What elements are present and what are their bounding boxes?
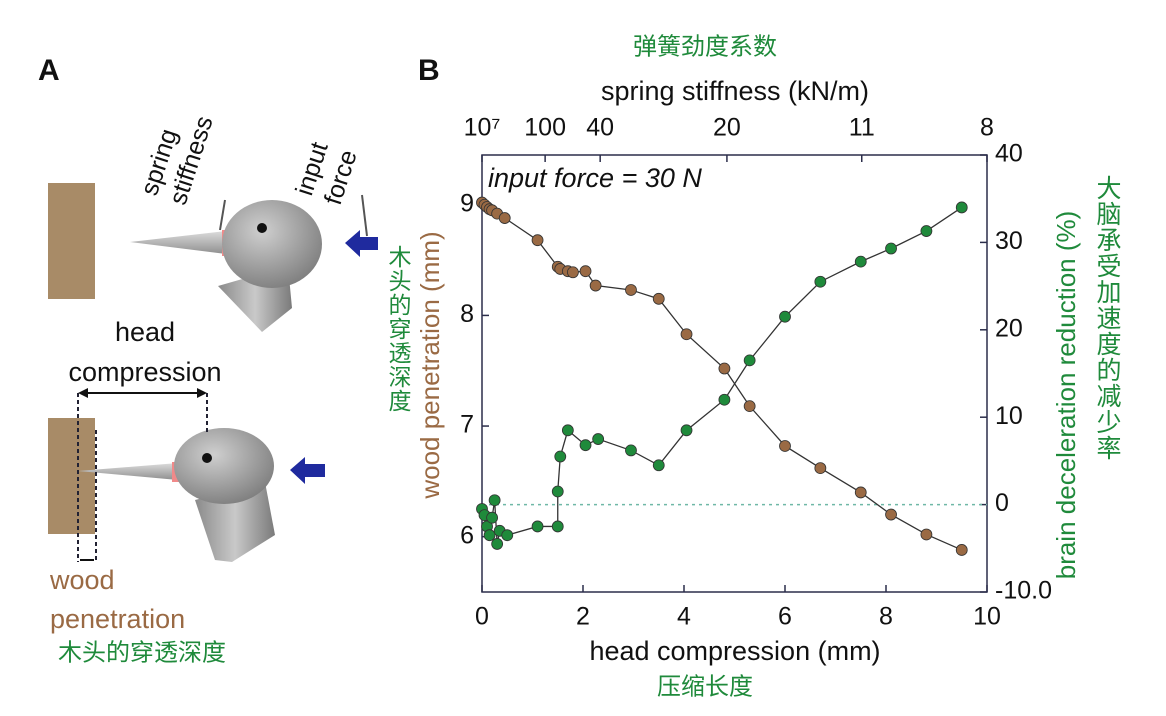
x-tick-label: 0 — [475, 603, 489, 631]
data-point — [531, 234, 544, 247]
x2-label-cn: 弹簧劲度系数 — [633, 33, 777, 60]
penetration-label: penetration — [50, 604, 185, 634]
y2-label-cn: 大脑承受加速度的减少率 — [1093, 175, 1122, 461]
y-tick-label: 6 — [460, 521, 474, 549]
data-point — [885, 508, 897, 521]
penetration-cn: 木头的穿透深度 — [58, 639, 226, 666]
y2-tick-label: 40 — [995, 140, 1023, 168]
y2-tick-label: -10.0 — [995, 577, 1052, 605]
data-point — [488, 494, 501, 507]
data-point — [501, 529, 514, 542]
data-point — [567, 266, 579, 279]
x2-tick-label: 40 — [586, 114, 614, 142]
y2-tick-label: 0 — [995, 489, 1009, 517]
series-line — [481, 202, 963, 551]
x-tick-label: 10 — [973, 603, 1001, 631]
data-point — [592, 433, 605, 445]
y2-tick-label: 30 — [995, 227, 1023, 255]
data-point — [551, 520, 564, 533]
x2-tick-label: 20 — [713, 114, 741, 142]
data-point — [554, 450, 567, 463]
data-point — [486, 511, 499, 524]
data-point — [885, 242, 897, 255]
data-point — [589, 279, 602, 292]
data-point — [680, 328, 693, 341]
data-point — [718, 393, 731, 406]
data-point — [955, 544, 968, 556]
data-point — [531, 520, 544, 533]
data-point — [955, 201, 968, 214]
panel-a-diagram — [48, 183, 378, 562]
data-point — [491, 538, 504, 550]
data-point — [625, 284, 637, 296]
data-point — [779, 440, 791, 452]
y2-tick-label: 20 — [995, 314, 1023, 342]
data-point — [743, 400, 756, 413]
x-tick-label: 8 — [879, 603, 893, 631]
data-point — [579, 265, 592, 278]
x-tick-label: 6 — [778, 603, 792, 631]
x2-label: spring stiffness (kN/m) — [601, 76, 869, 106]
data-point — [854, 486, 867, 499]
x-tick-label: 4 — [677, 603, 691, 631]
data-point — [854, 255, 867, 268]
data-point — [498, 212, 511, 224]
data-point — [680, 424, 693, 437]
x-tick-label: 2 — [576, 603, 590, 631]
penetration-label: wood — [49, 565, 115, 595]
y-label-cn: 木头的穿透深度 — [385, 245, 412, 413]
x2-tick-label: 100 — [524, 114, 566, 142]
compression-label: head — [115, 317, 175, 347]
y-label: wood penetration (mm) — [415, 231, 445, 499]
data-point — [652, 292, 665, 305]
data-point — [814, 462, 827, 474]
x2-tick-label: 8 — [980, 114, 994, 142]
x2-tick-label: 11 — [849, 114, 875, 142]
y2-label: brain deceleration reduction (%) — [1051, 211, 1081, 580]
panel-label: A — [38, 54, 60, 87]
x-label-cn: 压缩长度 — [657, 673, 753, 700]
data-point — [625, 444, 637, 457]
compression-label: compression — [68, 357, 221, 387]
y-tick-label: 7 — [460, 411, 474, 439]
data-point — [814, 275, 827, 288]
data-point — [561, 424, 574, 437]
y-tick-label: 9 — [460, 189, 474, 217]
data-point — [483, 529, 496, 542]
data-point — [718, 362, 731, 375]
data-point — [920, 528, 933, 541]
y2-tick-label: 10 — [995, 402, 1023, 430]
data-point — [743, 354, 756, 367]
x-label: head compression (mm) — [589, 636, 880, 666]
data-point — [551, 485, 564, 498]
x2-tick-label: 10⁷ — [464, 114, 501, 142]
annotation: input force = 30 N — [488, 163, 702, 193]
y-tick-label: 8 — [460, 300, 474, 328]
plot-frame — [481, 154, 988, 593]
data-point — [652, 459, 665, 472]
data-point — [920, 225, 933, 237]
data-point — [779, 310, 791, 323]
panel-label: B — [418, 54, 440, 87]
data-point — [579, 439, 592, 452]
